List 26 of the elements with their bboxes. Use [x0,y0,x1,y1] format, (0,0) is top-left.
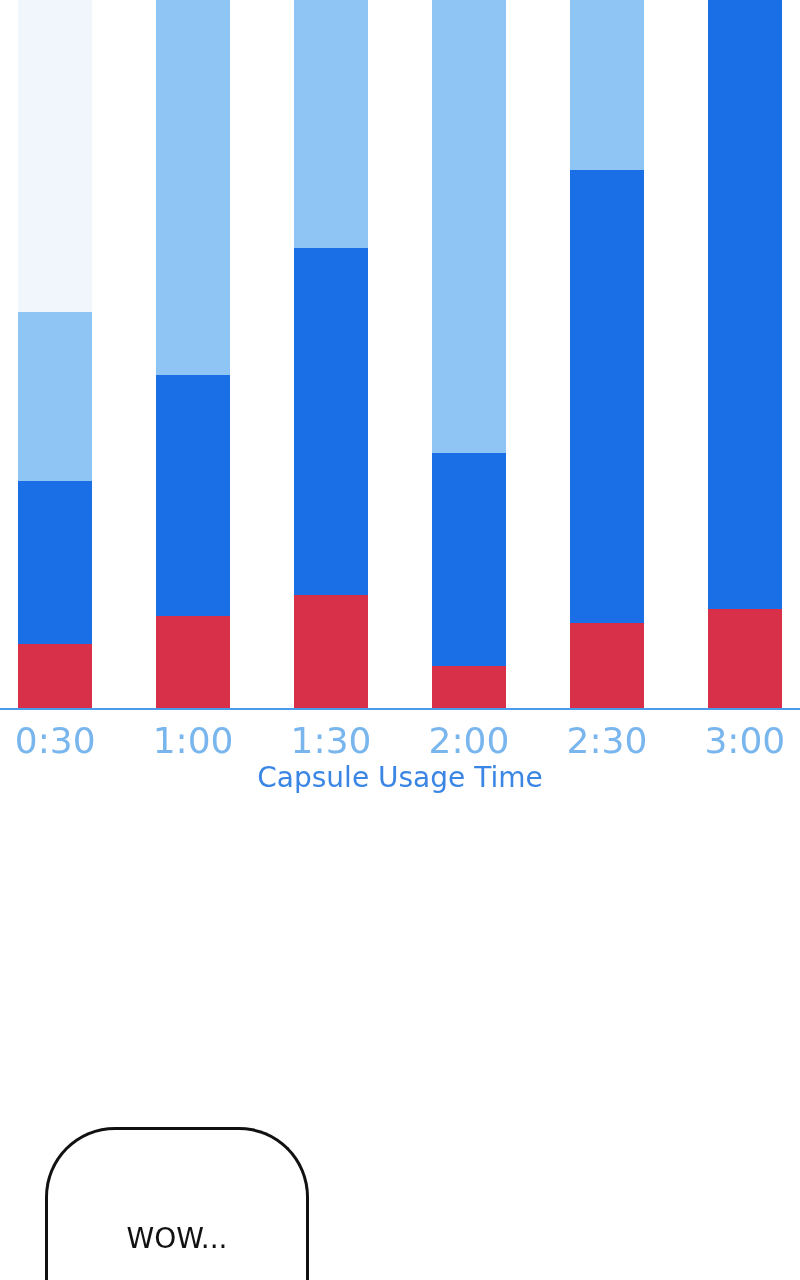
bar [155,615,231,708]
bar [155,0,231,376]
x-tick-label: 2:00 [428,720,510,762]
x-tick-label: 1:30 [290,720,372,762]
x-tick-label: 0:30 [14,720,96,762]
bar [569,0,645,170]
x-tick-label: 3:00 [704,720,786,762]
bar [431,665,507,708]
bar [569,623,645,708]
bar [431,0,507,454]
bar [293,0,369,248]
bar [17,311,93,482]
x-axis-title: Capsule Usage Time [257,761,543,795]
bar [17,0,93,312]
bar [17,481,93,645]
x-tick-label: 2:30 [566,720,648,762]
bar [155,375,231,616]
bar [569,169,645,624]
bar [293,594,369,708]
x-tick-label: 1:00 [152,720,234,762]
bar [17,644,93,708]
bar [707,608,783,708]
bar [431,453,507,666]
bar [707,0,783,609]
bar [293,247,369,595]
speech-bubble: WOW... [45,1127,309,1280]
